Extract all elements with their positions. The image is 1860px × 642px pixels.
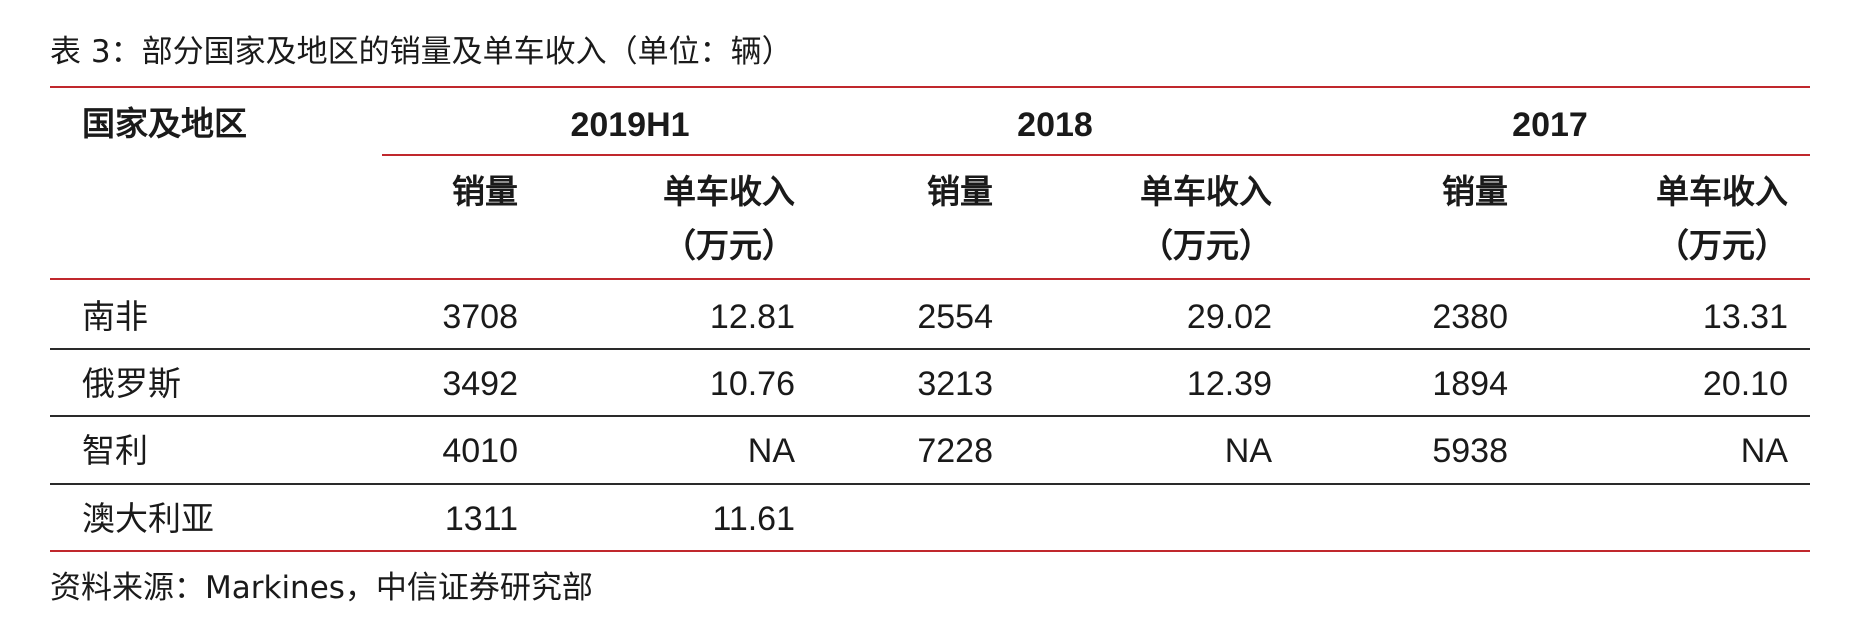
row-divider: [50, 483, 1810, 485]
header-revenue-unit-2018: （万元）: [1140, 226, 1272, 265]
header-sales-2017: 销量: [1442, 172, 1508, 211]
row-region: 俄罗斯: [82, 364, 181, 403]
header-sales-2018: 销量: [927, 172, 993, 211]
row-divider: [50, 415, 1810, 417]
year-group-rule: [382, 154, 1810, 156]
cell-revenue-2017: NA: [1740, 432, 1788, 470]
row-divider: [50, 348, 1810, 350]
header-revenue-unit-2019h1: （万元）: [663, 226, 795, 265]
top-rule: [50, 86, 1810, 88]
header-revenue-2019h1: 单车收入: [663, 172, 795, 211]
cell-revenue-2019h1: NA: [747, 432, 795, 470]
header-sales-2019h1: 销量: [452, 172, 518, 211]
cell-revenue-2018: NA: [1224, 432, 1272, 470]
header-region: 国家及地区: [82, 104, 247, 143]
header-revenue-unit-2017: （万元）: [1656, 226, 1788, 265]
row-region: 南非: [82, 297, 148, 336]
cell-sales-2019h1: 1311: [444, 500, 518, 538]
cell-revenue-2018: 29.02: [1186, 298, 1272, 336]
cell-sales-2019h1: 4010: [442, 432, 518, 470]
cell-sales-2017: 5938: [1432, 432, 1508, 470]
cell-revenue-2017: 13.31: [1702, 298, 1788, 336]
bottom-rule: [50, 550, 1810, 552]
table-title: 表 3：部分国家及地区的销量及单车收入（单位：辆）: [50, 34, 793, 70]
header-year-2017: 2017: [1512, 106, 1588, 144]
cell-revenue-2019h1: 10.76: [709, 365, 795, 403]
row-region: 澳大利亚: [82, 499, 214, 538]
cell-revenue-2019h1: 12.81: [709, 298, 795, 336]
cell-revenue-2018: 12.39: [1186, 365, 1272, 403]
cell-sales-2018: 2554: [917, 298, 993, 336]
cell-sales-2018: 3213: [917, 365, 993, 403]
header-year-2018: 2018: [1017, 106, 1093, 144]
header-revenue-2018: 单车收入: [1140, 172, 1272, 211]
source-note: 资料来源：Markines，中信证券研究部: [50, 570, 593, 606]
cell-revenue-2017: 20.10: [1702, 365, 1788, 403]
row-region: 智利: [82, 431, 148, 470]
cell-sales-2017: 2380: [1432, 298, 1508, 336]
header-revenue-2017: 单车收入: [1656, 172, 1788, 211]
header-bottom-rule: [50, 278, 1810, 280]
cell-sales-2017: 1894: [1432, 365, 1508, 403]
header-year-2019h1: 2019H1: [570, 106, 690, 144]
cell-sales-2019h1: 3492: [442, 365, 518, 403]
cell-sales-2018: 7228: [917, 432, 993, 470]
cell-sales-2019h1: 3708: [442, 298, 518, 336]
cell-revenue-2019h1: 11.61: [712, 500, 795, 538]
